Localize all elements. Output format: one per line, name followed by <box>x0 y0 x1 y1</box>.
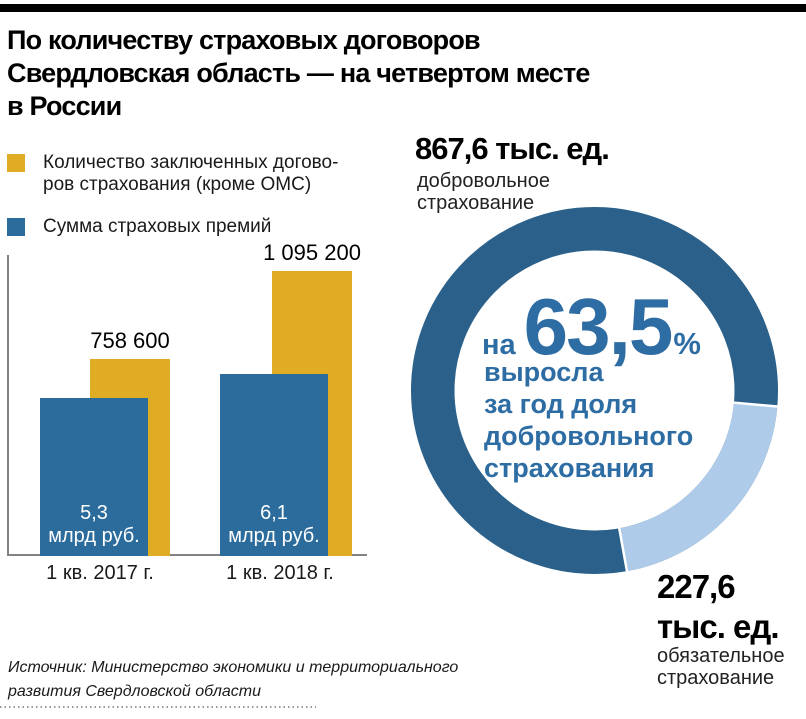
title-line: Свердловская область — на четвертом мест… <box>7 58 590 88</box>
donut-chart <box>411 207 782 576</box>
chart-legend: Количество заключенных догово- ров страх… <box>7 152 407 258</box>
bar-value-label-2017: 758 600 <box>90 328 170 353</box>
donut-divider <box>727 400 782 409</box>
legend-label: Сумма страховых премий <box>43 216 407 238</box>
mandatory-value: 227,6 тыс. ед. <box>657 567 780 647</box>
legend-item-premiums: Сумма страховых премий <box>7 216 407 238</box>
x-axis-label-2018: 1 кв. 2018 г. <box>226 562 334 584</box>
bar-premiums-2018 <box>220 374 328 556</box>
center-percent-sign: % <box>673 326 701 361</box>
center-text-line: добровольного <box>484 421 694 451</box>
bar-inner-label-line: 6,1 <box>260 502 288 524</box>
bar-inner-label-line: млрд руб. <box>48 525 140 547</box>
legend-swatch-yellow <box>7 154 25 172</box>
bar-chart: 758 600 1 095 200 5,3 млрд руб. 6,1 млрд… <box>0 241 410 598</box>
center-prefix: на <box>482 329 516 361</box>
mandatory-label-line: обязательное <box>657 645 785 667</box>
x-axis-line <box>7 554 367 556</box>
legend-item-contracts: Количество заключенных догово- ров страх… <box>7 152 407 196</box>
legend-label-line: Количество заключенных догово- <box>43 152 339 173</box>
x-axis-label-2017: 1 кв. 2017 г. <box>46 562 154 584</box>
voluntary-value: 867,6 тыс. ед. <box>415 131 610 166</box>
source-line: Источник: Министерство экономики и терри… <box>8 659 459 676</box>
bar-inner-label-line: млрд руб. <box>228 525 320 547</box>
center-text-line: за год доля <box>484 389 638 419</box>
donut-slice-mandatory <box>618 402 778 572</box>
voluntary-label-line: страхование <box>417 192 535 214</box>
bar-premiums-2017 <box>40 398 148 556</box>
center-text-line: страхования <box>484 453 655 483</box>
legend-swatch-blue <box>7 218 25 236</box>
donut-divider <box>616 522 629 576</box>
title-line: в России <box>7 91 122 121</box>
mandatory-label-line: страхование <box>657 667 775 689</box>
donut-center-headline: на 63,5 % <box>482 287 701 367</box>
y-axis-line <box>7 255 9 556</box>
legend-label-line: ров страхования (кроме ОМС) <box>43 174 312 195</box>
voluntary-label: добровольное страхование <box>417 170 550 214</box>
center-percent-value: 63,5 <box>523 282 674 371</box>
voluntary-label-line: добровольное <box>417 170 550 192</box>
legend-label-line: Сумма страховых премий <box>43 216 272 237</box>
source-note: Источник: Министерство экономики и терри… <box>8 656 458 704</box>
bar-inner-label-2018: 6,1 млрд руб. <box>220 502 328 548</box>
legend-label: Количество заключенных догово- ров страх… <box>43 152 407 196</box>
bottom-dotted-divider <box>0 706 316 708</box>
donut-slice-voluntary <box>411 207 778 574</box>
title-line: По количеству страховых договоров <box>7 25 481 55</box>
top-divider-bar <box>0 4 806 12</box>
mandatory-value-line: 227,6 <box>657 568 736 605</box>
donut-center-text: выросла за год доля добровольного страхо… <box>484 356 693 484</box>
bar-inner-label-2017: 5,3 млрд руб. <box>40 502 148 548</box>
page-title: По количеству страховых договоров Свердл… <box>7 24 799 123</box>
bar-inner-label-line: 5,3 <box>80 502 108 524</box>
source-line: развития Свердловской области <box>8 683 261 700</box>
mandatory-label: обязательное страхование <box>657 645 785 689</box>
mandatory-value-line: тыс. ед. <box>657 608 780 645</box>
bar-value-label-2018: 1 095 200 <box>263 240 361 265</box>
center-text-line: выросла <box>484 357 604 387</box>
